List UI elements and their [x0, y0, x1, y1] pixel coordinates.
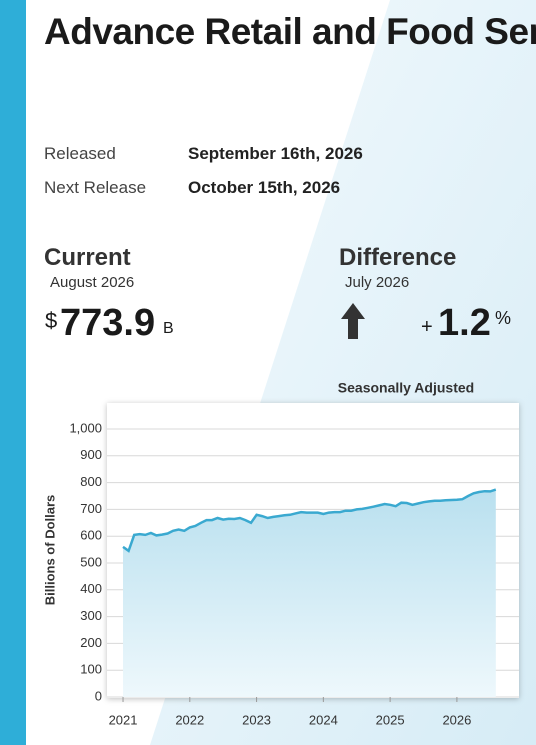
date: October 15th, 2026 [188, 178, 341, 197]
y-tick-label: 700 [80, 501, 102, 516]
value: 773.9 [60, 302, 156, 344]
y-tick-label: 400 [80, 581, 102, 596]
y-tick-label: 300 [80, 608, 102, 623]
chart-title: Seasonally Adjusted [338, 380, 474, 396]
y-tick-label: 500 [80, 554, 102, 569]
area [123, 489, 496, 697]
date: September 16th, 2026 [188, 144, 363, 163]
period: August 2026 [50, 274, 135, 291]
heading: Current [44, 244, 131, 271]
y-tick-label: 1,000 [69, 420, 102, 435]
line [122, 488, 497, 553]
y-axis-label: Billions of Dollars [42, 495, 57, 606]
label: Next Release [44, 178, 147, 197]
up-arrow [341, 303, 365, 339]
period: July 2026 [345, 274, 410, 291]
y-tick-label: 900 [80, 447, 102, 462]
x-tick-label: 2024 [309, 712, 338, 727]
y-tick-label: 600 [80, 528, 102, 543]
y-tick-label: 800 [80, 474, 102, 489]
label: Released [44, 144, 116, 163]
heading: Difference [339, 244, 457, 271]
x-tick-label: 2023 [242, 712, 271, 727]
prefix: $ [45, 308, 58, 333]
x-tick-label: 2021 [109, 712, 138, 727]
y-tick-label: 100 [80, 662, 102, 677]
y-tick-label: 0 [95, 688, 102, 703]
unit: B [163, 320, 174, 337]
x-tick-label: 2025 [376, 712, 405, 727]
unit: % [495, 308, 512, 328]
y-tick-label: 200 [80, 635, 102, 650]
x-tick-label: 2022 [175, 712, 204, 727]
sign: + [421, 316, 433, 338]
value: 1.2 [438, 302, 491, 344]
x-tick-label: 2026 [442, 712, 471, 727]
title: Advance Retail and Food Services Sales [44, 11, 536, 52]
